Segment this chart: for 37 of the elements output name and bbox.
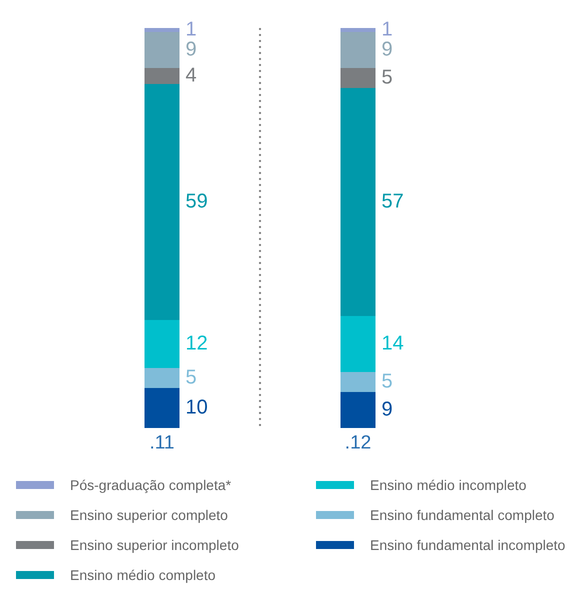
data-label: 14	[382, 332, 404, 355]
data-label: 1	[186, 18, 197, 41]
bar	[144, 68, 180, 84]
legend-label: Ensino superior completo	[70, 507, 228, 523]
bar	[144, 32, 180, 68]
legend-label: Ensino fundamental incompleto	[370, 537, 566, 553]
bar	[340, 316, 376, 372]
data-label: 4	[186, 64, 197, 87]
bar	[144, 320, 180, 368]
bar	[144, 388, 180, 428]
x-tick-label: .12	[344, 432, 372, 454]
data-label: 5	[382, 66, 393, 89]
bar	[144, 368, 180, 388]
bar	[340, 88, 376, 316]
legend-label: Pós-graduação completa*	[70, 477, 232, 493]
bar	[340, 32, 376, 68]
data-label: 9	[382, 38, 393, 61]
data-label: 5	[382, 370, 393, 393]
data-label: 1	[382, 18, 393, 41]
bar	[340, 68, 376, 88]
data-label: 59	[186, 190, 208, 213]
data-label: 12	[186, 332, 208, 355]
data-label: 9	[382, 398, 393, 421]
legend-label: Ensino superior incompleto	[70, 537, 239, 553]
bar	[340, 372, 376, 392]
bar	[340, 392, 376, 428]
bar	[144, 84, 180, 320]
data-label: 10	[186, 396, 208, 419]
bar	[144, 28, 180, 32]
legend-label: Ensino fundamental completo	[370, 507, 554, 523]
data-label: 9	[186, 38, 197, 61]
legend-label: Ensino médio completo	[70, 567, 216, 583]
legend-label: Ensino médio incompleto	[370, 477, 526, 493]
data-label: 57	[382, 190, 404, 213]
x-tick-label: .11	[149, 432, 175, 454]
data-label: 5	[186, 366, 197, 389]
bar	[340, 28, 376, 32]
